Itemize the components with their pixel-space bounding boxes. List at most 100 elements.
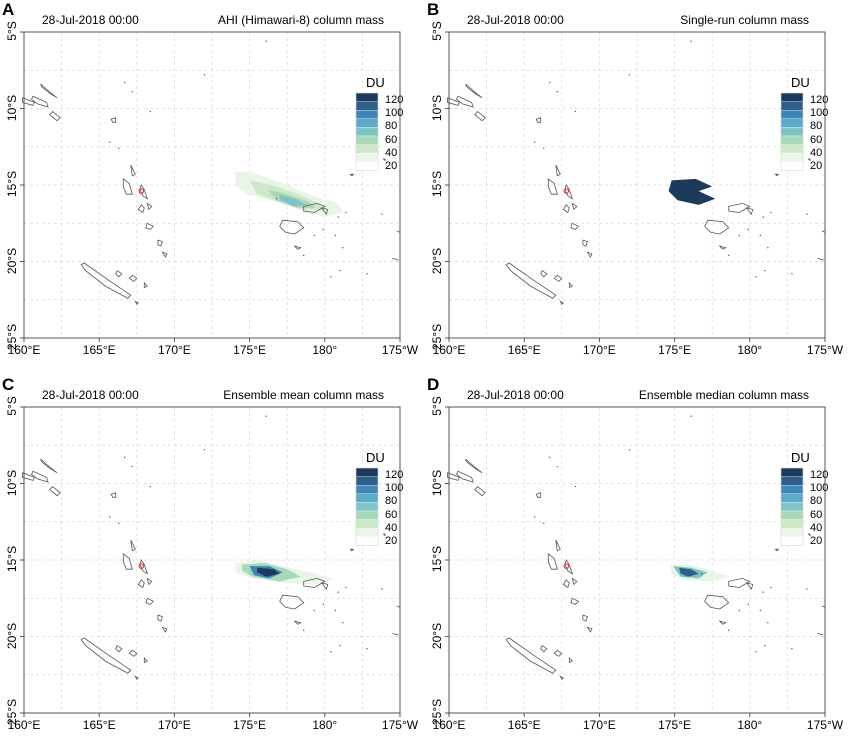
colorbar-tick-label: 60 <box>810 508 823 521</box>
island-outline <box>718 245 727 250</box>
y-tick-label: 20°S <box>430 247 444 274</box>
islet <box>366 273 368 275</box>
map-panel-a: A 28-Jul-2018 00:00 AHI (Himawari-8) colum… <box>0 0 425 375</box>
colorbar-tick-label: 40 <box>385 146 398 159</box>
island-outline <box>157 614 163 622</box>
colorbar-swatch <box>355 110 379 119</box>
islet <box>118 147 120 149</box>
colorbar-swatch <box>780 161 804 171</box>
islet <box>534 141 536 143</box>
colorbar-tick-label: 40 <box>385 521 398 534</box>
coastlines <box>22 40 401 305</box>
islet <box>303 629 305 632</box>
colorbar-tick-label: 100 <box>385 107 404 120</box>
island-outline <box>382 533 386 537</box>
islet <box>628 449 631 451</box>
islet <box>574 485 577 488</box>
island-outline <box>807 158 811 162</box>
colorbar-swatch <box>780 476 804 486</box>
islet <box>759 234 762 237</box>
island-outline <box>128 274 138 282</box>
x-tick-label: 180° <box>312 718 338 732</box>
islet <box>275 573 278 575</box>
island-outline <box>562 204 570 214</box>
islet <box>203 449 206 451</box>
island-outline <box>110 117 117 123</box>
colorbar-swatch <box>780 528 804 537</box>
island-outline <box>143 281 148 289</box>
islet <box>109 141 111 143</box>
islet <box>700 198 703 200</box>
island-outline <box>774 173 780 177</box>
x-tick-label: 170°E <box>157 343 191 357</box>
island-outline <box>320 582 329 590</box>
colorbar-tick-label: 120 <box>810 94 829 106</box>
island-outline <box>571 202 578 211</box>
island-outline <box>110 492 117 498</box>
islet <box>755 276 757 278</box>
island-outline <box>571 577 578 586</box>
volcano-marker <box>138 563 145 569</box>
y-tick-label: 25°S <box>430 323 444 351</box>
x-tick-label: 180° <box>737 718 763 732</box>
colorbar-swatch <box>355 92 379 102</box>
island-outline <box>122 178 133 195</box>
island-outline <box>745 207 754 215</box>
colorbar-swatch <box>355 476 379 486</box>
island-outline <box>279 594 305 610</box>
plume-contour <box>257 567 280 577</box>
timestamp: 28-Jul-2018 00:00 <box>467 388 564 402</box>
y-tick-label: 20°S <box>5 622 19 649</box>
plume-contour <box>278 194 307 207</box>
colorbar-swatch <box>780 118 804 128</box>
islet <box>764 269 766 272</box>
island-outline <box>465 458 483 474</box>
islet <box>124 81 126 84</box>
islet <box>767 622 769 624</box>
islet <box>322 603 324 606</box>
island-outline <box>122 553 133 570</box>
colorbar-tick-label: 80 <box>810 120 823 133</box>
colorbar-tick-label: 100 <box>810 107 829 120</box>
island-outline <box>161 251 168 258</box>
panel-letter: D <box>427 375 440 394</box>
volcano-marker <box>138 188 145 194</box>
islet <box>265 415 267 417</box>
x-tick-label: 175°W <box>806 718 844 732</box>
colorbar-tick-label: 60 <box>385 133 398 146</box>
islet <box>738 609 740 612</box>
colorbar-outline <box>355 92 379 171</box>
island-outline <box>115 270 123 278</box>
map-panel-b: B 28-Jul-2018 00:00 Single-run column mass… <box>425 0 850 375</box>
islet <box>322 228 324 231</box>
panel-letter: C <box>2 375 15 394</box>
island-outline <box>80 262 132 299</box>
colorbar-swatch <box>355 101 379 111</box>
island-outline <box>80 637 132 674</box>
volcano-marker <box>563 563 570 569</box>
island-outline <box>145 597 154 605</box>
colorbar-swatch <box>780 135 804 145</box>
islet <box>313 609 315 612</box>
islet <box>131 465 133 468</box>
colorbar-swatch <box>355 161 379 171</box>
islet <box>770 211 772 214</box>
island-outline <box>455 95 474 108</box>
island-outline <box>465 83 483 99</box>
islet <box>339 269 341 272</box>
volcano-marker <box>563 188 570 194</box>
islet <box>149 485 152 488</box>
island-outline <box>728 202 751 213</box>
plume-contour <box>679 567 699 577</box>
islet <box>806 213 808 215</box>
island-outline <box>22 472 36 481</box>
island-outline <box>145 222 154 230</box>
islet <box>131 90 133 93</box>
plume-contour <box>668 178 716 205</box>
island-outline <box>821 605 826 608</box>
islet <box>124 456 126 459</box>
islet <box>806 588 808 590</box>
colorbar-swatch <box>780 510 804 520</box>
colorbar-tick-label: 100 <box>810 482 829 495</box>
x-tick-label: 180° <box>737 343 763 357</box>
